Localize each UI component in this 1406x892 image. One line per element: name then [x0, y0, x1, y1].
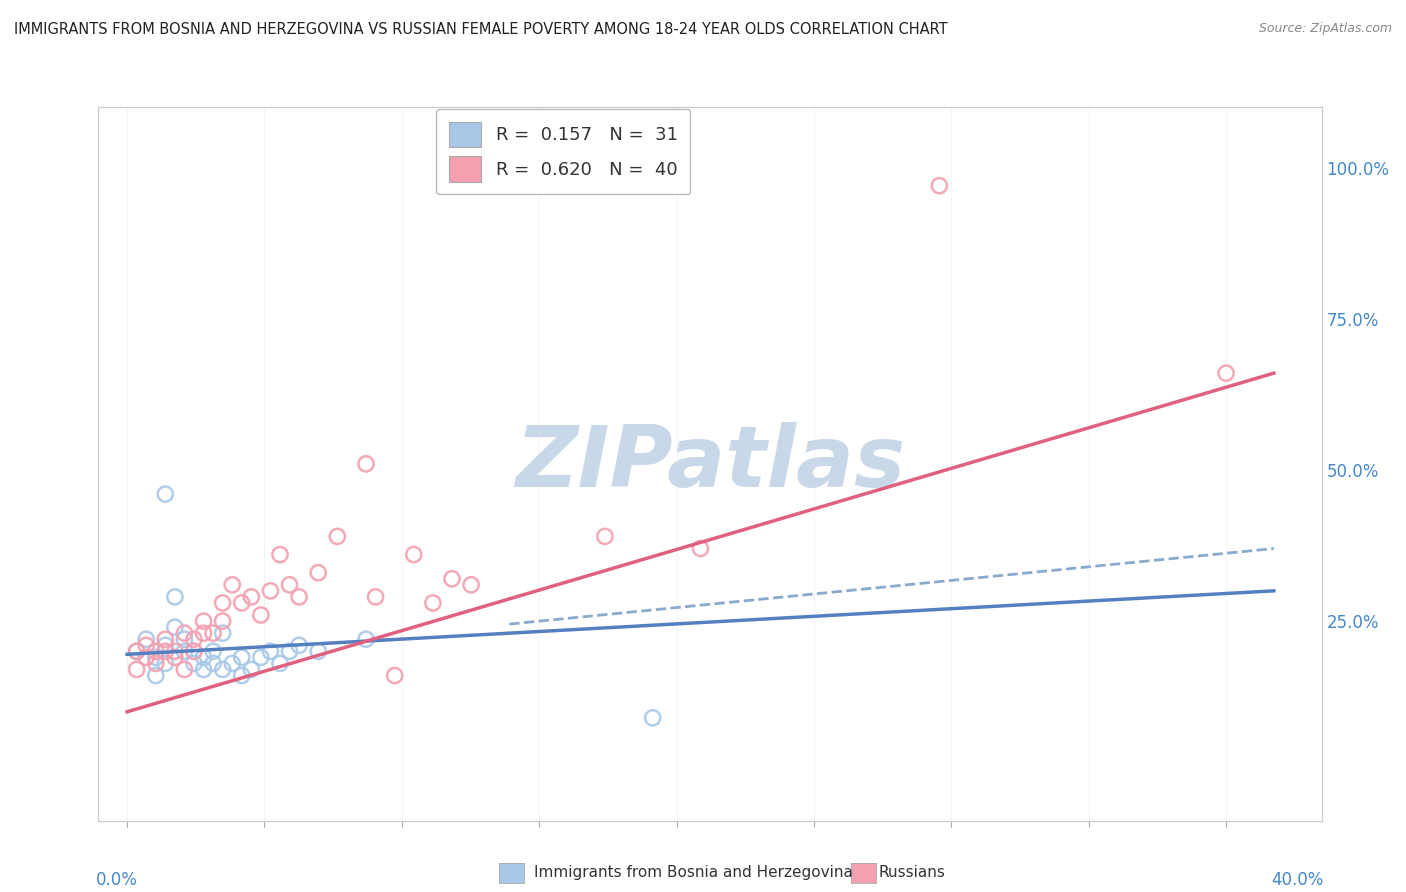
Point	[155, 632, 177, 647]
Point	[689, 541, 711, 556]
Point	[155, 644, 177, 658]
Point	[250, 607, 273, 622]
Point	[384, 668, 406, 682]
Point	[231, 596, 253, 610]
Point	[155, 487, 177, 501]
Point	[145, 657, 167, 671]
Point	[278, 644, 301, 658]
Point	[211, 596, 233, 610]
Point	[183, 632, 205, 647]
Point	[193, 614, 215, 628]
Point	[928, 178, 950, 193]
Point	[307, 566, 329, 580]
Point	[278, 578, 301, 592]
Point	[354, 632, 377, 647]
Point	[125, 644, 148, 658]
Point	[259, 583, 281, 598]
Point	[460, 578, 482, 592]
Point	[211, 614, 233, 628]
Point	[307, 644, 329, 658]
Point	[202, 626, 225, 640]
Text: 40.0%: 40.0%	[1271, 871, 1324, 888]
Point	[641, 711, 664, 725]
Text: Immigrants from Bosnia and Herzegovina: Immigrants from Bosnia and Herzegovina	[534, 865, 853, 880]
Point	[440, 572, 463, 586]
Point	[183, 644, 205, 658]
Point	[125, 663, 148, 677]
Point	[231, 668, 253, 682]
Text: 0.0%: 0.0%	[96, 871, 138, 888]
Point	[202, 644, 225, 658]
Point	[240, 663, 263, 677]
Point	[163, 590, 186, 604]
Point	[354, 457, 377, 471]
Point	[173, 632, 195, 647]
Point	[250, 650, 273, 665]
Point	[173, 626, 195, 640]
Point	[193, 663, 215, 677]
Point	[288, 590, 311, 604]
Point	[1215, 366, 1237, 380]
Point	[135, 632, 157, 647]
Point	[202, 657, 225, 671]
Point	[173, 644, 195, 658]
Point	[288, 638, 311, 652]
Point	[240, 590, 263, 604]
Point	[145, 650, 167, 665]
Point	[145, 668, 167, 682]
Point	[183, 657, 205, 671]
Point	[125, 644, 148, 658]
Point	[221, 657, 243, 671]
Point	[155, 657, 177, 671]
Point	[155, 638, 177, 652]
Point	[269, 548, 291, 562]
Point	[422, 596, 444, 610]
Legend: R =  0.157   N =  31, R =  0.620   N =  40: R = 0.157 N = 31, R = 0.620 N = 40	[436, 109, 690, 194]
Point	[163, 620, 186, 634]
Point	[221, 578, 243, 592]
Point	[211, 626, 233, 640]
Point	[163, 650, 186, 665]
Point	[269, 657, 291, 671]
Point	[183, 644, 205, 658]
Point	[193, 650, 215, 665]
Point	[326, 529, 349, 543]
Point	[364, 590, 387, 604]
Point	[402, 548, 425, 562]
Point	[163, 644, 186, 658]
Point	[135, 638, 157, 652]
Point	[211, 663, 233, 677]
Point	[593, 529, 616, 543]
Point	[231, 650, 253, 665]
Text: IMMIGRANTS FROM BOSNIA AND HERZEGOVINA VS RUSSIAN FEMALE POVERTY AMONG 18-24 YEA: IMMIGRANTS FROM BOSNIA AND HERZEGOVINA V…	[14, 22, 948, 37]
Point	[259, 644, 281, 658]
Point	[145, 644, 167, 658]
Point	[193, 626, 215, 640]
Text: ZIPatlas: ZIPatlas	[515, 422, 905, 506]
Point	[135, 650, 157, 665]
Point	[173, 663, 195, 677]
Text: Russians: Russians	[879, 865, 946, 880]
Text: Source: ZipAtlas.com: Source: ZipAtlas.com	[1258, 22, 1392, 36]
